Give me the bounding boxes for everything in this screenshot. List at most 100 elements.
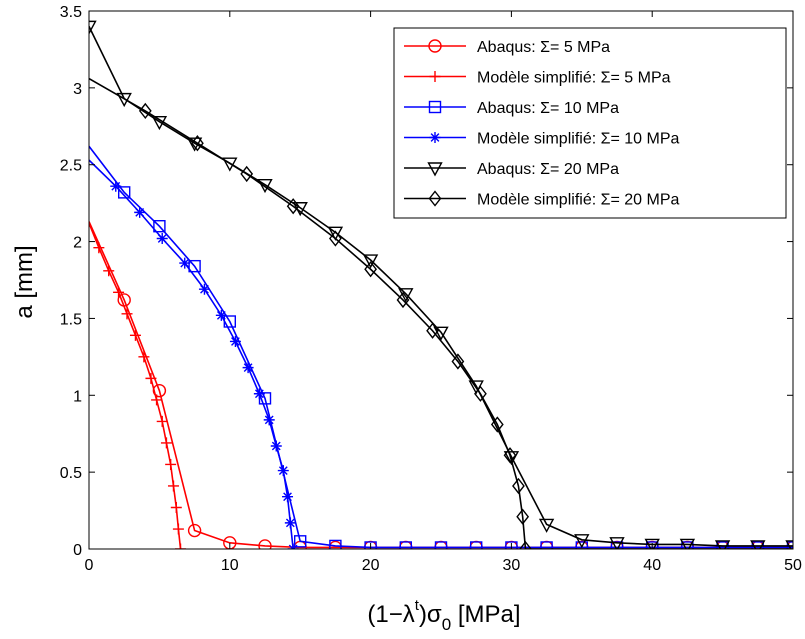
data-point bbox=[434, 541, 448, 549]
data-point bbox=[153, 219, 166, 233]
data-point bbox=[215, 309, 227, 321]
data-point bbox=[786, 541, 793, 549]
legend-label: Abaqus: Σ= 10 MPa bbox=[477, 100, 619, 117]
data-point bbox=[160, 437, 172, 449]
y-tick-label: 0.5 bbox=[60, 465, 82, 482]
series-line bbox=[89, 145, 793, 549]
data-point bbox=[294, 535, 307, 548]
legend-box bbox=[393, 27, 787, 219]
data-point bbox=[145, 372, 157, 384]
data-point bbox=[151, 394, 163, 406]
data-point bbox=[156, 232, 168, 244]
data-point bbox=[538, 518, 555, 533]
series-3 bbox=[89, 145, 793, 549]
data-point bbox=[644, 538, 660, 549]
data-point bbox=[129, 329, 141, 341]
data-point bbox=[512, 477, 525, 495]
y-tick-label: 1 bbox=[73, 388, 82, 405]
data-point bbox=[396, 291, 410, 309]
series-4 bbox=[89, 159, 299, 549]
data-point bbox=[263, 414, 275, 426]
data-point bbox=[503, 451, 520, 466]
data-point bbox=[505, 541, 518, 549]
data-point bbox=[327, 226, 344, 241]
y-tick-label: 1.5 bbox=[60, 311, 82, 328]
data-point bbox=[540, 541, 553, 549]
data-point bbox=[89, 20, 97, 35]
x-tick-label: 0 bbox=[85, 557, 94, 574]
data-point bbox=[240, 165, 254, 183]
data-point bbox=[170, 501, 182, 513]
legend-label: Modèle simplifié: Σ= 5 MPa bbox=[477, 70, 671, 87]
data-point bbox=[474, 385, 487, 402]
x-axis-label: (1−λt)σ0 [MPa] bbox=[367, 597, 520, 634]
data-point bbox=[253, 388, 265, 400]
data-point bbox=[110, 180, 122, 192]
series-line bbox=[89, 159, 294, 549]
data-point bbox=[188, 259, 201, 273]
data-point bbox=[609, 537, 625, 549]
x-tick-label: 30 bbox=[503, 557, 521, 574]
x-tick-label: 40 bbox=[643, 557, 661, 574]
legend-marker bbox=[429, 71, 441, 82]
x-tick-label: 20 bbox=[362, 557, 380, 574]
y-tick-label: 2 bbox=[73, 235, 82, 252]
data-point bbox=[398, 288, 414, 303]
data-point bbox=[750, 540, 766, 549]
data-point bbox=[433, 326, 449, 341]
data-point bbox=[151, 115, 168, 131]
data-point bbox=[270, 440, 282, 452]
data-point bbox=[426, 322, 439, 339]
data-point bbox=[134, 206, 146, 218]
data-point bbox=[258, 539, 272, 549]
data-point bbox=[191, 135, 204, 152]
legend-marker bbox=[427, 162, 443, 177]
data-point bbox=[113, 286, 125, 298]
legend-marker bbox=[429, 132, 441, 143]
data-point bbox=[329, 539, 342, 549]
data-point bbox=[364, 261, 377, 278]
series-2 bbox=[89, 222, 187, 549]
data-point bbox=[242, 362, 254, 374]
data-point bbox=[117, 186, 131, 199]
data-point bbox=[286, 198, 300, 215]
legend-label: Abaqus: Σ= 5 MPa bbox=[477, 39, 610, 56]
series-line bbox=[89, 222, 182, 549]
data-point bbox=[646, 541, 659, 549]
x-axis-label-mid: )σ bbox=[419, 601, 442, 628]
data-point bbox=[257, 178, 273, 194]
data-point bbox=[187, 523, 202, 538]
data-point bbox=[610, 541, 624, 549]
y-tick-label: 0 bbox=[73, 542, 82, 559]
legend-label: Modèle simplifié: Σ= 10 MPa bbox=[477, 131, 680, 148]
legend: Abaqus: Σ= 5 MPa Modèle simplifié: Σ= 5 M… bbox=[393, 27, 787, 219]
x-axis-label-sub: 0 bbox=[442, 615, 451, 634]
x-axis-label-prefix: (1−λ bbox=[367, 601, 414, 628]
data-point bbox=[172, 523, 184, 535]
data-point bbox=[451, 353, 465, 370]
data-point bbox=[229, 335, 241, 347]
data-point bbox=[222, 157, 238, 172]
y-axis-label: a [mm] bbox=[11, 245, 38, 318]
data-point bbox=[575, 541, 588, 549]
series-6 bbox=[89, 77, 793, 549]
data-point bbox=[198, 283, 210, 295]
data-point bbox=[116, 92, 132, 108]
data-point bbox=[503, 447, 517, 464]
y-tick-label: 3 bbox=[73, 81, 82, 98]
data-point bbox=[679, 538, 696, 549]
data-point bbox=[470, 541, 483, 549]
data-point bbox=[277, 465, 289, 477]
data-point bbox=[785, 540, 793, 549]
series-layer bbox=[89, 20, 793, 549]
data-point bbox=[490, 416, 504, 433]
data-point bbox=[681, 541, 694, 549]
data-point bbox=[121, 308, 133, 320]
data-point bbox=[516, 508, 530, 525]
series-line bbox=[89, 26, 793, 547]
data-point bbox=[714, 540, 731, 549]
data-point bbox=[716, 541, 729, 549]
data-point bbox=[138, 102, 152, 120]
